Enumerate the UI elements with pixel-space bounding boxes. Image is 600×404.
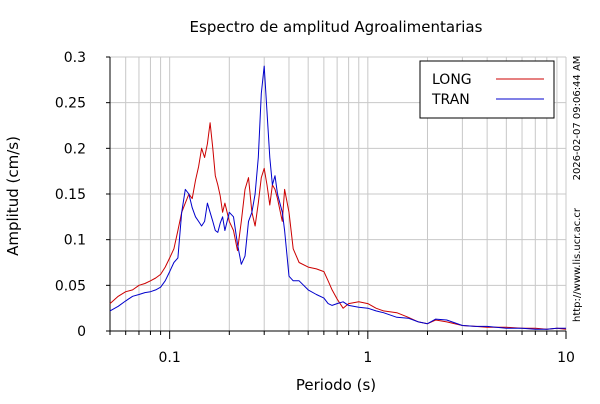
x-tick-label: 10 (557, 350, 575, 366)
series-line-long (109, 122, 567, 330)
chart-title: Espectro de amplitud Agroalimentarias (190, 18, 483, 36)
source-url-label: http://www.lis.ucr.ac.cr (572, 207, 583, 322)
axes: 0 0.05 0.1 0.15 0.2 0.25 0.3 0.1 1 10 (55, 50, 575, 366)
series-layer (109, 65, 567, 330)
legend: LONG TRAN (419, 60, 555, 119)
y-tick-label: 0 (77, 324, 86, 340)
x-tick-label: 1 (363, 350, 372, 366)
legend-label-long: LONG (432, 72, 472, 88)
y-axis-label: Amplitud (cm/s) (4, 136, 22, 256)
legend-box (419, 60, 555, 119)
y-tick-label: 0.15 (55, 187, 86, 203)
y-tick-label: 0.1 (64, 233, 86, 249)
y-tick-label: 0.3 (64, 50, 86, 66)
x-axis-label: Periodo (s) (296, 376, 376, 394)
y-tick-label: 0.25 (55, 96, 86, 112)
y-tick-label: 0.05 (55, 278, 86, 294)
y-tick-label: 0.2 (64, 141, 86, 157)
timestamp-label: 2026-02-07 09:06:44 AM (572, 56, 583, 181)
series-line-tran (109, 65, 566, 330)
legend-label-tran: TRAN (431, 92, 470, 108)
x-tick-label: 0.1 (159, 350, 181, 366)
